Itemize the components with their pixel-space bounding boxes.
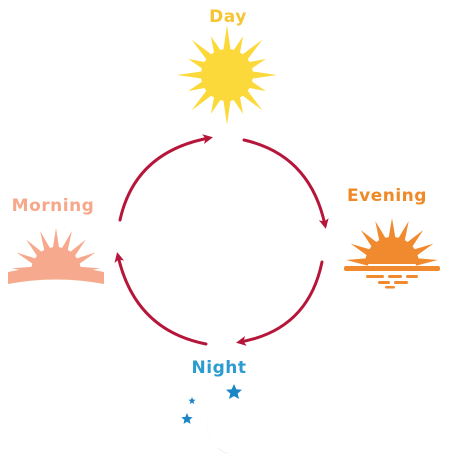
- sun-ray: [223, 25, 231, 52]
- sun-ray: [232, 95, 244, 114]
- sunrise-icon: [8, 228, 104, 284]
- sun-ray: [241, 39, 263, 61]
- sun-ray: [188, 58, 207, 70]
- sun-ray: [247, 58, 266, 70]
- sun-ray: [210, 95, 222, 114]
- sun-icon: [177, 25, 277, 125]
- sun-ray: [40, 231, 52, 253]
- sun-ray: [188, 80, 207, 92]
- sun-ray: [388, 218, 396, 241]
- sun-ray: [346, 258, 369, 266]
- cycle-arrows: [114, 134, 329, 346]
- stage-label-day: Day: [209, 7, 247, 27]
- sun-ray: [177, 71, 204, 79]
- moon-and-stars-icon: [181, 384, 252, 456]
- sun-ray: [411, 243, 434, 257]
- sun-ray: [191, 89, 213, 111]
- sun-ray: [250, 71, 277, 79]
- arrow-night-to-morning: [114, 252, 208, 346]
- sun-ray: [241, 89, 263, 111]
- sunset-icon: [344, 218, 440, 289]
- sun-ray: [210, 36, 222, 55]
- stage-evening: Evening: [344, 185, 440, 289]
- sun-ray: [52, 228, 60, 251]
- star-icon: [188, 397, 196, 404]
- sun-ray: [73, 252, 96, 266]
- sun-ray: [223, 98, 231, 125]
- sun-ray: [350, 243, 373, 257]
- sun-ray: [191, 39, 213, 61]
- moon-icon: [206, 399, 252, 456]
- sun-ray: [415, 258, 438, 266]
- sun-ray: [397, 221, 409, 244]
- sun-ray: [16, 252, 39, 266]
- sun-ray: [375, 221, 387, 244]
- stage-label-night: Night: [192, 358, 247, 378]
- stage-night: Night: [181, 357, 252, 456]
- stage-label-morning: Morning: [12, 196, 95, 216]
- arrow-day-to-evening: [242, 138, 329, 229]
- sun-ray: [247, 80, 266, 92]
- stage-label-evening: Evening: [347, 186, 427, 206]
- arrow-morning-to-day: [118, 134, 213, 222]
- arrow-evening-to-night: [236, 260, 324, 346]
- stage-morning: Morning: [8, 195, 104, 284]
- stage-day: Day: [177, 6, 277, 125]
- star-icon: [226, 384, 242, 399]
- star-icon: [181, 413, 193, 424]
- sun-ray: [232, 36, 244, 55]
- sun-ray: [60, 231, 72, 253]
